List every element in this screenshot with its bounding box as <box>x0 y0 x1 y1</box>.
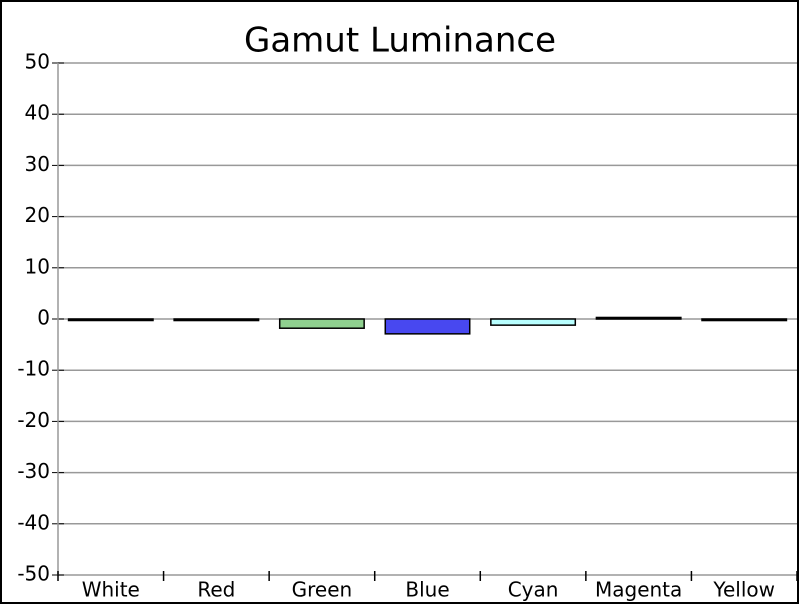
y-tick-label: -20 <box>17 408 50 432</box>
x-tick-label: Magenta <box>595 578 682 602</box>
x-tick-label: White <box>82 578 140 602</box>
x-tick-label: Yellow <box>712 578 775 602</box>
y-tick-label: 30 <box>25 152 50 176</box>
x-tick-label: Green <box>292 578 353 602</box>
y-tick-label: 0 <box>37 306 50 330</box>
bar <box>67 318 154 322</box>
bar <box>490 318 577 326</box>
bar <box>595 316 682 320</box>
y-tick-label: -10 <box>17 357 50 381</box>
y-tick-label: -40 <box>17 510 50 534</box>
y-tick-label: -50 <box>17 562 50 586</box>
y-tick-label: -30 <box>17 459 50 483</box>
x-tick-label: Red <box>197 578 235 602</box>
bar <box>278 318 365 329</box>
bar <box>701 318 788 322</box>
y-tick-label: 40 <box>25 101 50 125</box>
y-tick-label: 50 <box>25 50 50 74</box>
bar <box>384 318 471 335</box>
chart-title: Gamut Luminance <box>244 21 556 61</box>
x-tick-label: Blue <box>405 578 449 602</box>
y-tick-label: 10 <box>25 254 50 278</box>
bar <box>173 318 260 322</box>
x-tick-label: Cyan <box>508 578 559 602</box>
y-tick-label: 20 <box>25 203 50 227</box>
